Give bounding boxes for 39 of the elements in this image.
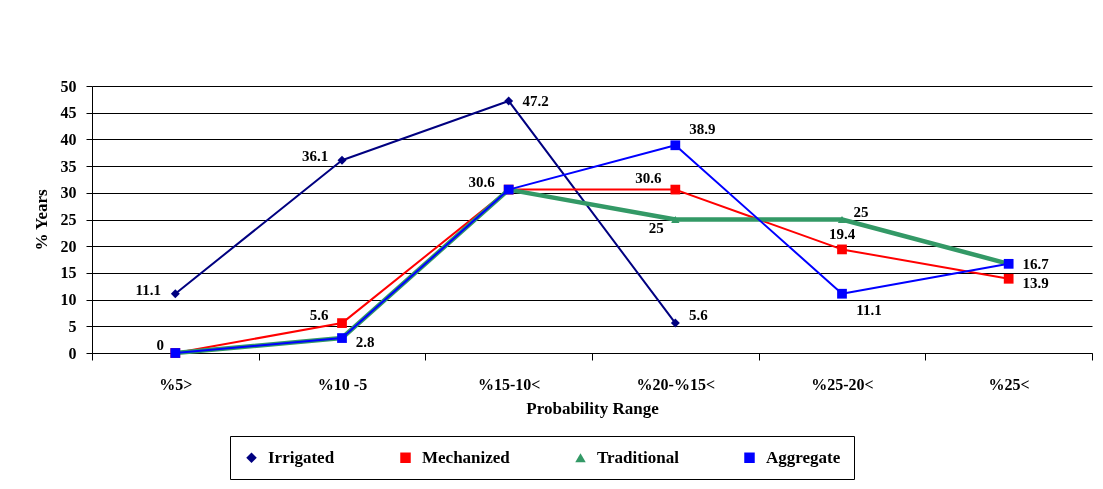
y-tick-label: 10	[60, 291, 77, 309]
y-tick-label: 25	[60, 211, 77, 228]
data-label: 5.6	[309, 307, 329, 324]
y-tick-label: 40	[60, 130, 77, 148]
legend-label: Traditional	[597, 447, 680, 467]
data-label: 19.4	[828, 225, 856, 242]
data-label: 5.6	[688, 307, 709, 324]
data-label: 25	[853, 203, 869, 220]
x-tick-label: %15-10<	[477, 375, 541, 393]
y-axis-title: % Years	[31, 189, 51, 251]
data-label: 38.9	[689, 121, 716, 138]
x-tick-label: %5>	[159, 375, 193, 393]
legend-label: Mechanized	[422, 447, 511, 467]
data-label: 11.1	[856, 301, 882, 318]
data-label: 47.2	[522, 92, 549, 109]
y-tick-label: 35	[60, 157, 77, 175]
y-tick-label: 20	[60, 237, 77, 255]
x-tick-label: %25<	[988, 375, 1030, 393]
x-tick-label: %20-%15<	[636, 375, 716, 393]
y-tick-label: 0	[68, 344, 77, 362]
data-label: 2.8	[355, 334, 375, 351]
data-label: 30.6	[468, 173, 496, 190]
legend-label: Aggregate	[766, 447, 841, 467]
y-tick-label: 50	[60, 77, 77, 95]
data-label: 16.7	[1022, 255, 1050, 272]
y-tick-label: 5	[68, 317, 77, 335]
y-tick-label: 15	[60, 264, 77, 282]
x-tick-label: %25-20<	[811, 375, 874, 393]
legend-label: Irrigated	[268, 447, 335, 467]
data-label: 0	[156, 337, 165, 353]
data-label: 11.1	[135, 281, 162, 298]
data-label: 13.9	[1022, 274, 1049, 291]
data-label: 25	[648, 219, 664, 236]
x-tick-label: %10 -5	[317, 375, 368, 393]
data-label: 36.1	[301, 148, 329, 165]
y-tick-label: 45	[60, 104, 77, 122]
data-label: 30.6	[635, 169, 662, 186]
x-axis-title: Probability Range	[526, 398, 660, 418]
y-tick-label: 30	[60, 184, 77, 202]
